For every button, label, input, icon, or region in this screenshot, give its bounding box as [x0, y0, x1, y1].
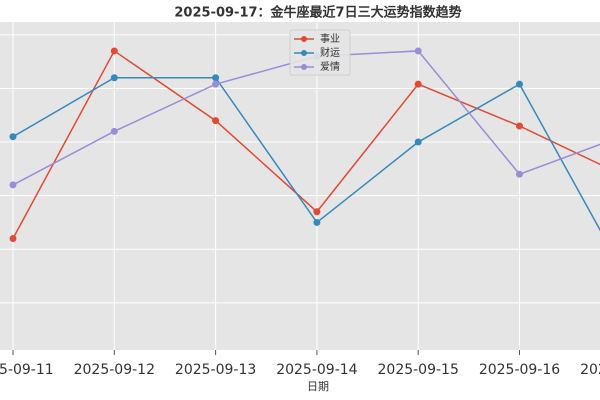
data-point: [414, 80, 422, 88]
data-point: [212, 74, 220, 82]
data-point: [516, 170, 523, 178]
data-point: [313, 208, 321, 216]
data-point: [9, 181, 17, 189]
x-tick-label: 2025-09-12: [74, 362, 155, 378]
chart-title: 2025-09-17：金牛座最近7日三大运势指数趋势: [174, 5, 461, 21]
legend-marker: [301, 36, 307, 42]
legend-label: 爱情: [320, 60, 340, 73]
data-point: [414, 138, 422, 146]
data-point: [516, 122, 523, 130]
legend-marker: [301, 50, 307, 56]
data-point: [313, 218, 321, 226]
legend-label: 财运: [320, 46, 340, 59]
legend-label: 事业: [320, 32, 340, 45]
x-axis-label: 日期: [307, 380, 329, 393]
x-tick-label: 2025-09-13: [175, 362, 256, 378]
data-point: [212, 117, 220, 125]
data-point: [110, 127, 118, 135]
data-point: [110, 74, 118, 82]
data-point: [414, 47, 422, 55]
data-point: [212, 80, 220, 88]
x-tick-label: 2025-09-16: [479, 362, 560, 378]
x-tick-label: 2025-09-11: [0, 362, 54, 378]
data-point: [9, 235, 17, 243]
x-tick-label: 2025-09-14: [276, 362, 357, 378]
x-tick-label: 2025-09-17: [580, 362, 600, 378]
data-point: [110, 47, 118, 55]
legend-marker: [301, 64, 307, 70]
data-point: [9, 133, 17, 141]
data-point: [516, 80, 523, 88]
x-tick-label: 2025-09-15: [378, 362, 459, 378]
